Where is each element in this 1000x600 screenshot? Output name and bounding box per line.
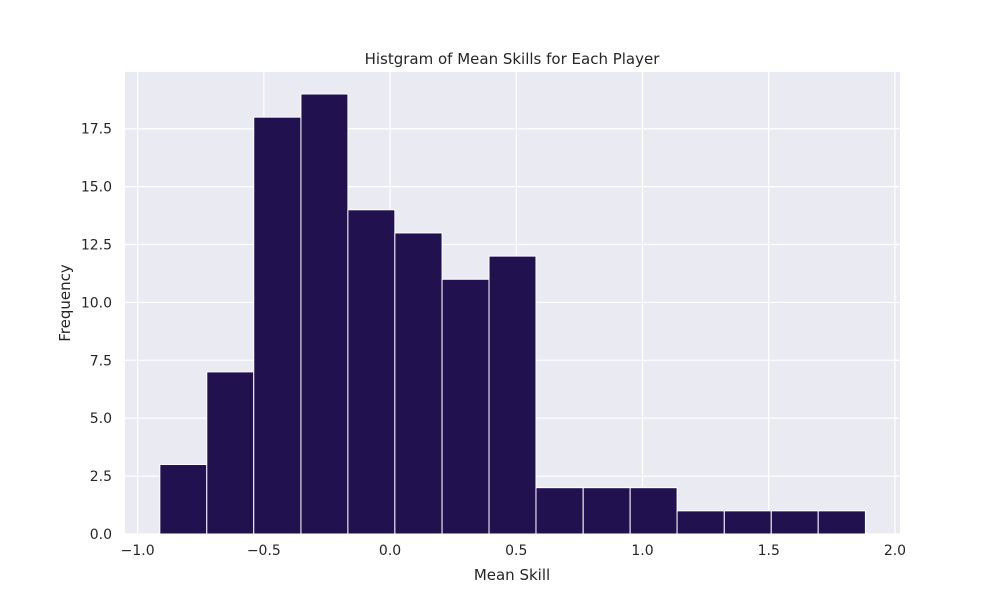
x-tick-label: 0.0 [379, 543, 401, 559]
x-tick-label: 2.0 [884, 543, 906, 559]
histogram-bar [300, 93, 349, 535]
histogram-bar [629, 487, 678, 535]
x-tick-label: 0.5 [505, 543, 527, 559]
histogram-bar [347, 209, 396, 535]
y-tick-label: 5.0 [90, 411, 112, 427]
histogram-bar [159, 464, 208, 535]
x-tick-labels: −1.0 −0.5 0.0 0.5 1.0 1.5 2.0 [121, 543, 906, 559]
x-tick-label: 1.5 [758, 543, 780, 559]
histogram-bar [770, 510, 819, 535]
y-tick-label: 0.0 [90, 527, 112, 543]
histogram-bar [488, 255, 537, 535]
y-tick-label: 7.5 [90, 353, 112, 369]
histogram-bar [394, 232, 443, 535]
x-tick-label: −1.0 [121, 543, 155, 559]
histogram-bar [676, 510, 725, 535]
chart-title: Histgram of Mean Skills for Each Player [365, 50, 661, 68]
histogram-bar [817, 510, 866, 535]
y-tick-label: 10.0 [81, 295, 112, 311]
x-tick-label: −0.5 [247, 543, 281, 559]
y-tick-label: 17.5 [81, 122, 112, 138]
x-axis-title: Mean Skill [474, 566, 550, 584]
y-tick-labels: 0.0 2.5 5.0 7.5 10.0 12.5 15.0 17.5 [81, 122, 112, 543]
y-tick-label: 12.5 [81, 238, 112, 254]
y-axis-title: Frequency [56, 264, 74, 342]
histogram-bar [206, 371, 255, 535]
histogram-bar [535, 487, 584, 535]
histogram-bars [159, 93, 866, 535]
histogram-bar [723, 510, 772, 535]
y-tick-label: 15.0 [81, 180, 112, 196]
histogram-bar [253, 116, 302, 535]
x-tick-label: 1.0 [631, 543, 653, 559]
histogram-bar [582, 487, 631, 535]
y-tick-label: 2.5 [90, 469, 112, 485]
histogram-bar [441, 278, 490, 535]
